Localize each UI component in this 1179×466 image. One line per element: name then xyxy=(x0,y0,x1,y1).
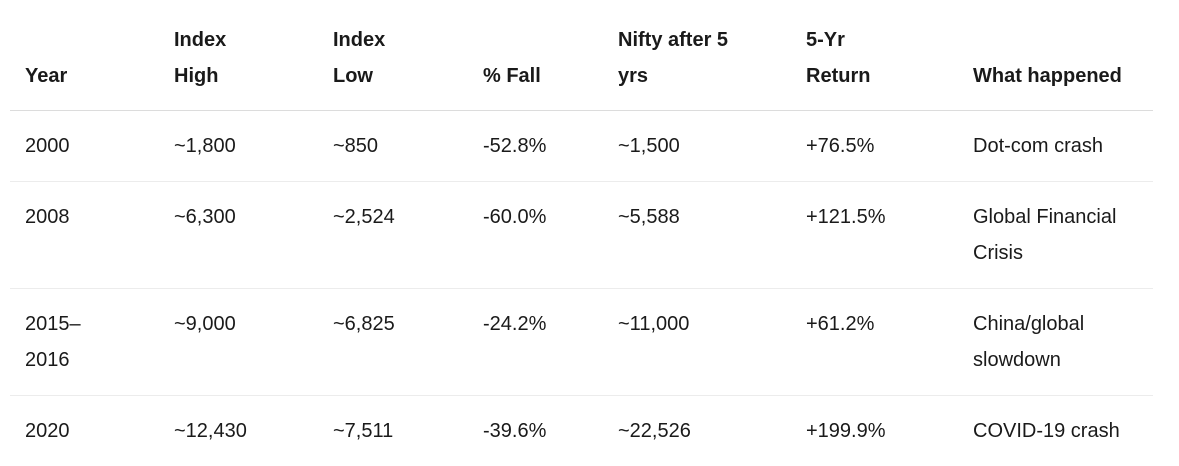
table-cell: 2020 xyxy=(25,420,70,442)
table-row: 2020 ~12,430 ~7,511 -39.6% ~22,526 +199.9% COV… xyxy=(10,396,1153,466)
table-cell: ~6,825 xyxy=(333,288,483,396)
header-cell: Index High xyxy=(174,0,333,111)
table-row: 2015–2016 ~9,000 ~6,825 -24.2% ~11,000 +61.2%… xyxy=(10,288,1153,396)
table-cell: ~1,500 xyxy=(618,110,806,182)
table-cell: ~7,511 xyxy=(333,420,394,442)
data-table: Year Index High Index Low% Fall Nifty after… xyxy=(10,0,1153,466)
table-cell: 2000 xyxy=(10,110,174,182)
header-cell: Year xyxy=(10,0,174,111)
header-cell: Nifty after 5 yrs xyxy=(618,0,806,111)
table-cell: ~12,430 xyxy=(174,420,247,442)
header-row: Year Index High Index Low% Fall Nifty after… xyxy=(10,0,1153,111)
table-row: 2008 ~6,300 ~2,524 -60.0% ~5,588 +121.5% Globa… xyxy=(10,181,1153,289)
table-head: Year Index High Index Low% Fall Nifty after… xyxy=(10,0,1153,111)
table-cell: +61.2% xyxy=(806,288,973,396)
table-body: 2000 ~1,800 ~850 -52.8% ~1,500 +76.5% Dot-com … xyxy=(10,110,1153,466)
table-cell: ~9,000 xyxy=(174,288,333,396)
table-cell: China/global slowdown xyxy=(973,288,1153,396)
table-cell: ~11,000 xyxy=(618,288,806,396)
table-cell: -60.0% xyxy=(483,181,618,289)
table-cell: 2008 xyxy=(10,181,174,289)
table-cell: ~2,524 xyxy=(333,181,483,289)
header-cell: % Fall xyxy=(483,0,618,111)
table-row: 2000 ~1,800 ~850 -52.8% ~1,500 +76.5% Dot-com … xyxy=(10,110,1153,182)
table-cell: -39.6% xyxy=(483,420,547,442)
table-cell: ~5,588 xyxy=(618,181,806,289)
header-cell: Index Low xyxy=(333,0,483,111)
table-cell: +121.5% xyxy=(806,181,973,289)
table-cell: COVID-19 crash xyxy=(973,420,1120,442)
table-cell: ~22,526 xyxy=(618,420,691,442)
table-cell: 2015–2016 xyxy=(10,288,174,396)
table-cell: ~6,300 xyxy=(174,181,333,289)
header-cell: 5-Yr Return xyxy=(806,0,973,111)
table-cell: ~850 xyxy=(333,110,483,182)
header-cell: What happened xyxy=(973,0,1153,111)
table-cell: -52.8% xyxy=(483,110,618,182)
table-cell: -24.2% xyxy=(483,288,618,396)
table-cell: ~1,800 xyxy=(174,110,333,182)
table-cell: +76.5% xyxy=(806,110,973,182)
table-cell: Dot-com crash xyxy=(973,110,1153,182)
table-cell: +199.9% xyxy=(806,420,886,442)
table-cell: Global Financial Crisis xyxy=(973,181,1153,289)
